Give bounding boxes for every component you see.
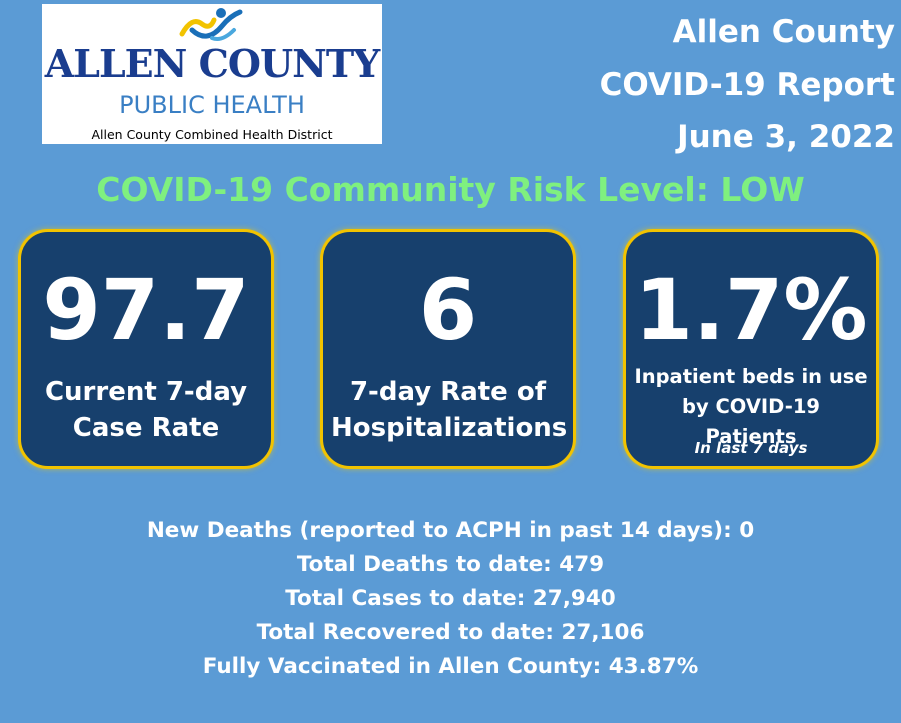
header-county: Allen County: [672, 14, 895, 50]
logo-title: ALLEN COUNTY: [44, 41, 380, 86]
inpatient-beds-label-line: by COVID-19 Patients: [682, 395, 820, 448]
header-report: COVID-19 Report: [599, 67, 895, 103]
hospitalizations-card: 6 7-day Rate of Hospitalizations: [320, 229, 576, 469]
case-rate-value: 97.7: [42, 261, 250, 359]
case-rate-card: 97.7 Current 7-day Case Rate: [18, 229, 274, 469]
stat-fully-vaccinated: Fully Vaccinated in Allen County: 43.87%: [202, 654, 699, 679]
case-rate-label: Current 7-day Case Rate: [29, 374, 263, 446]
inpatient-beds-value: 1.7%: [634, 261, 868, 359]
stat-total-recovered: Total Recovered to date: 27,106: [256, 620, 645, 645]
logo-tagline: Allen County Combined Health District: [91, 127, 333, 142]
risk-level: COVID-19 Community Risk Level: LOW: [96, 170, 805, 209]
stat-total-cases: Total Cases to date: 27,940: [285, 586, 616, 611]
case-rate-label-line: Case Rate: [72, 413, 220, 443]
case-rate-label-line: Current 7-day: [44, 377, 248, 407]
inpatient-beds-card: 1.7% Inpatient beds in use by COVID-19 P…: [623, 229, 879, 469]
header-date: June 3, 2022: [677, 119, 895, 155]
logo-subtitle: PUBLIC HEALTH: [119, 91, 305, 119]
person-figure-icon: [179, 8, 243, 41]
inpatient-beds-note: In last 7 days: [694, 439, 808, 457]
hospitalizations-label-line: Hospitalizations: [331, 413, 568, 443]
inpatient-beds-label-line: Inpatient beds in use: [634, 365, 868, 388]
stat-total-deaths: Total Deaths to date: 479: [296, 552, 605, 577]
stats-list: New Deaths (reported to ACPH in past 14 …: [0, 514, 901, 684]
logo: ALLEN COUNTY PUBLIC HEALTH Allen County …: [42, 4, 382, 144]
inpatient-beds-label: Inpatient beds in use by COVID-19 Patien…: [634, 362, 868, 452]
hospitalizations-label: 7-day Rate of Hospitalizations: [331, 374, 568, 446]
stat-new-deaths: New Deaths (reported to ACPH in past 14 …: [146, 518, 755, 543]
hospitalizations-value: 6: [418, 261, 478, 359]
hospitalizations-label-line: 7-day Rate of: [349, 377, 547, 407]
